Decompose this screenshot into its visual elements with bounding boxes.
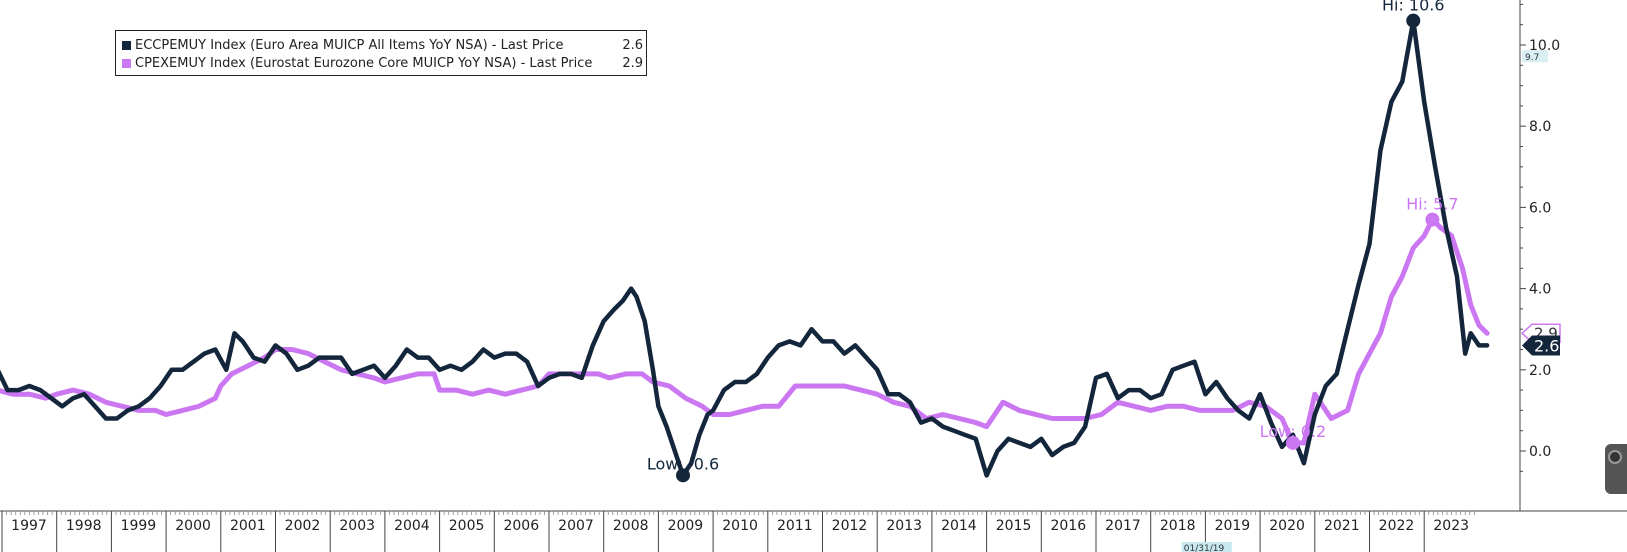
x-tick-label: 2010: [722, 518, 758, 534]
series-line-headline[interactable]: [0, 18, 1490, 478]
y-tick-label: 0.0: [1529, 444, 1551, 460]
annotation-label: Hi: 10.6: [1382, 0, 1445, 15]
x-tick-label: 2016: [1050, 518, 1086, 534]
x-tick-label: 2012: [832, 518, 868, 534]
legend-item-cpex[interactable]: CPEXEMUY Index (Eurostat Eurozone Core M…: [122, 54, 643, 72]
side-panel-tab[interactable]: [1605, 444, 1627, 494]
x-tick-label: 2009: [668, 518, 704, 534]
legend-label-ecc: ECCPEMUY Index (Euro Area MUICP All Item…: [135, 37, 564, 53]
y-tick-label: 2.0: [1529, 363, 1551, 379]
x-tick-label: 1997: [11, 518, 47, 534]
x-tick-label: 2008: [613, 518, 649, 534]
annotation-marker: [1285, 435, 1300, 450]
x-tick-label: 2007: [558, 518, 594, 534]
last-value-tag-headline: [1522, 335, 1560, 356]
legend-value-ecc: 2.6: [622, 37, 643, 53]
x-tick-label: 2017: [1105, 518, 1141, 534]
x-tick-label: 2002: [285, 518, 321, 534]
legend-label-cpex: CPEXEMUY Index (Eurostat Eurozone Core M…: [135, 55, 593, 71]
x-tick-label: 2020: [1269, 518, 1305, 534]
annotation-marker: [1406, 13, 1421, 28]
legend-swatch-cpex: [122, 58, 131, 68]
legend: ECCPEMUY Index (Euro Area MUICP All Item…: [115, 30, 647, 76]
x-tick-label: 2001: [230, 518, 266, 534]
legend-swatch-ecc: [122, 40, 131, 50]
y-tick-label: 6.0: [1529, 200, 1551, 216]
annotation-label: Low: -0.6: [647, 454, 719, 473]
x-tick-label: 2023: [1433, 518, 1469, 534]
x-tick-label: 2006: [503, 518, 539, 534]
series-line-core[interactable]: [0, 217, 1490, 446]
cursor-date-label: 01/31/19: [1184, 544, 1225, 552]
right-axis-small-bg: [1522, 50, 1548, 63]
right-axis-small-label: 9.7: [1525, 53, 1539, 63]
legend-value-cpex: 2.9: [622, 55, 643, 71]
x-tick-label: 2021: [1324, 518, 1360, 534]
x-tick-label: 2014: [941, 518, 977, 534]
x-tick-label: 2003: [339, 518, 375, 534]
x-tick-label: 2013: [886, 518, 922, 534]
y-tick-label: 10.0: [1529, 38, 1560, 54]
y-tick-label: 8.0: [1529, 119, 1551, 135]
annotation-label: Hi: 5.7: [1406, 195, 1458, 214]
x-tick-label: 2011: [777, 518, 813, 534]
x-tick-label: 1999: [121, 518, 157, 534]
cursor-date-bg: [1181, 542, 1232, 552]
x-tick-label: 2015: [996, 518, 1032, 534]
x-tick-label: 1998: [66, 518, 102, 534]
x-tick-label: 2018: [1160, 518, 1196, 534]
expand-icon: [1608, 450, 1622, 464]
last-value-label-headline: 2.6: [1534, 336, 1559, 355]
legend-item-ecc[interactable]: ECCPEMUY Index (Euro Area MUICP All Item…: [122, 36, 643, 54]
y-tick-label: 4.0: [1529, 282, 1551, 298]
x-tick-label: 2005: [449, 518, 485, 534]
annotation-label: Low: 0.2: [1260, 422, 1327, 441]
x-tick-label: 2022: [1379, 518, 1415, 534]
annotation-marker: [676, 468, 691, 483]
x-tick-label: 2019: [1215, 518, 1251, 534]
x-tick-label: 2000: [175, 518, 211, 534]
annotation-marker: [1425, 212, 1440, 227]
x-tick-label: 2004: [394, 518, 430, 534]
